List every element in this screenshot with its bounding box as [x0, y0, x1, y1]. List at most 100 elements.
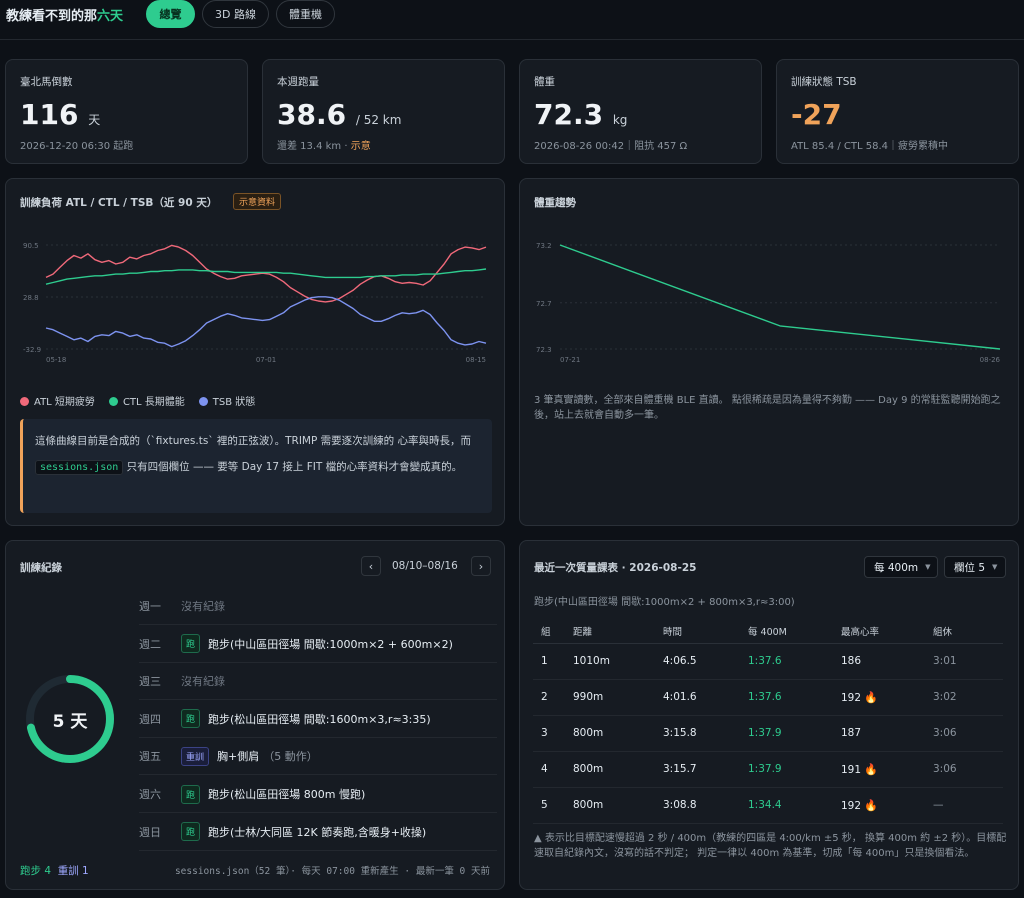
columns-select[interactable]: 欄位 5 ▼: [944, 556, 1006, 578]
weight-card: 體重 72.3 kg 2026-08-26 00:42｜阻抗 457 Ω: [519, 59, 762, 164]
table-header-row: 組 距離 時間 每 400M 最高心率 組休: [533, 619, 1003, 644]
day-row[interactable]: 週二 跑跑步(中山區田徑場 間歇:1000m×2 + 600m×2): [139, 626, 497, 663]
weight-timestamp: 2026-08-26 00:42｜阻抗 457 Ω: [534, 141, 688, 152]
cell-distance: 800m: [573, 715, 663, 752]
log-summary: 跑步 4 重訓 1: [20, 865, 89, 877]
day-row[interactable]: 週三 沒有紀錄: [139, 663, 497, 701]
day-name: 週二: [139, 637, 161, 651]
weight-chart-description: 3 筆真實讀數，全部來自體重機 BLE 直讀。 點很稀疏是因為量得不夠勤 —— …: [534, 395, 1001, 421]
day-row[interactable]: 週日 跑跑步(士林/大同區 12K 節奏跑,含暖身+收操): [139, 814, 497, 851]
countdown-value: 116 天: [20, 98, 101, 131]
table-row: 4 800m 3:15.7 1:37.9 191 🔥 3:06: [533, 751, 1003, 788]
laps-footnote: ▲ 表示比目標配速慢超過 2 秒 / 400m（教練的四區是 4:00/km ±…: [534, 833, 1007, 859]
day-name: 週一: [139, 600, 161, 613]
y-tick-label: 90.5: [23, 242, 39, 250]
pace-unit-select[interactable]: 每 400m ▼: [864, 556, 938, 578]
cell-distance: 990m: [573, 679, 663, 716]
cell-rest: 3:02: [933, 679, 1003, 716]
fire-icon: 🔥: [864, 762, 879, 776]
cell-pace: 1:37.9: [748, 751, 841, 788]
weight-trend-card: 體重趨勢 73.2 72.7 72.3 07-21 08-26 3 筆真實讀數，全部來自…: [519, 178, 1019, 526]
cell-time: 3:15.8: [663, 715, 748, 752]
cell-pace: 1:37.6: [748, 643, 841, 680]
session-tag: 跑: [181, 784, 201, 804]
sample-data-badge: 示意資料: [233, 193, 282, 210]
x-tick-label: 05-18: [46, 356, 66, 364]
tsb-value: -27: [791, 98, 842, 131]
tab-3d-route[interactable]: 3D 路線: [202, 0, 269, 28]
training-load-card: 訓練負荷 ATL / CTL / TSB（近 90 天） 示意資料 90.5 28…: [5, 178, 505, 526]
ring-progress: [26, 675, 114, 763]
session-tag: 跑: [181, 709, 201, 729]
cell-distance: 800m: [573, 787, 663, 824]
cell-distance: 800m: [573, 751, 663, 788]
prev-week-button[interactable]: ‹: [361, 556, 381, 576]
cell-set: 2: [533, 679, 573, 716]
card-label: 臺北馬倒數: [20, 76, 73, 88]
session-text: 跑步(士林/大同區 12K 節奏跑,含暖身+收操): [208, 825, 427, 839]
series-line-1: [45, 268, 487, 285]
cell-rest: —: [933, 787, 1003, 824]
cell-distance: 1010m: [573, 643, 663, 680]
cell-rest: 3:06: [933, 751, 1003, 788]
fire-icon: 🔥: [864, 690, 879, 704]
day-name: 週五: [139, 750, 161, 764]
tsb-card: 訓練狀態 TSB -27 ATL 85.4 / CTL 58.4｜疲勞累積中: [776, 59, 1019, 164]
chart-title: 體重趨勢: [534, 197, 576, 209]
x-tick-label: 07-01: [256, 356, 276, 364]
weekly-distance-value: 38.6 / 52 km: [277, 98, 402, 131]
x-tick-label: 08-26: [980, 356, 1001, 364]
cell-set: 3: [533, 715, 573, 752]
tab-scale[interactable]: 體重機: [276, 0, 335, 28]
y-tick-label: 72.3: [536, 346, 552, 354]
legend-atl: ATL 短期疲勞: [20, 393, 95, 408]
session-text: 沒有紀錄: [181, 600, 225, 613]
session-text: 沒有紀錄: [181, 675, 225, 689]
y-tick-label: -32.9: [23, 346, 41, 354]
table-row: 5 800m 3:08.8 1:34.4 192 🔥 —: [533, 787, 1003, 824]
cell-max-hr: 192 🔥: [841, 679, 933, 716]
cell-pace: 1:37.6: [748, 679, 841, 716]
cell-set: 4: [533, 751, 573, 788]
cell-max-hr: 192 🔥: [841, 787, 933, 824]
col-distance: 距離: [573, 619, 663, 644]
day-row[interactable]: 週四 跑跑步(松山區田徑場 間歇:1600m×3,r≈3:35): [139, 701, 497, 738]
next-week-button[interactable]: ›: [471, 556, 491, 576]
session-text: 胸+側肩: [217, 750, 260, 764]
cell-pace: 1:37.9: [748, 715, 841, 752]
session-text: 跑步(松山區田徑場 間歇:1600m×3,r≈3:35): [208, 712, 431, 726]
table-row: 1 1010m 4:06.5 1:37.6 186 3:01: [533, 643, 1003, 680]
x-tick-label: 08-15: [466, 356, 486, 364]
card-label: 體重: [534, 76, 555, 88]
race-start-time: 2026-12-20 06:30 起跑: [20, 141, 134, 152]
laps-table: 組 距離 時間 每 400M 最高心率 組休 1 1010m 4:06.5 1:37.…: [533, 619, 1003, 824]
synthetic-data-note: 這條曲線目前是合成的（`fixtures.ts` 裡的正弦波）。TRIMP 需要…: [20, 419, 492, 513]
legend-ctl: CTL 長期體能: [108, 393, 185, 408]
training-log-card: 訓練紀錄 ‹ 08/10–08/16 › 5 天 週一 沒有紀錄 週二跑跑步(中山區…: [5, 540, 505, 890]
ring-label: 5 天: [52, 712, 88, 732]
y-tick-label: 73.2: [536, 242, 552, 250]
day-row[interactable]: 週六 跑跑步(松山區田徑場 800m 慢跑): [139, 776, 497, 813]
day-name: 週六: [139, 788, 161, 801]
session-tag: 重訓: [181, 746, 210, 766]
day-row[interactable]: 週一 沒有紀錄: [139, 588, 497, 625]
weekly-distance-card: 本週跑量 38.6 / 52 km 還差 13.4 km · 示意: [262, 59, 505, 164]
cell-max-hr: 191 🔥: [841, 751, 933, 788]
tab-overview[interactable]: 總覽: [146, 0, 195, 28]
cell-pace: 1:34.4: [748, 787, 841, 824]
day-name: 週四: [139, 712, 161, 726]
series-line-0: [559, 244, 1001, 350]
series-line-0: [45, 244, 487, 303]
session-text: 跑步(中山區田徑場 間歇:1000m×2 + 600m×2): [208, 637, 453, 651]
cell-rest: 3:01: [933, 643, 1003, 680]
day-name: 週三: [139, 675, 161, 689]
card-label: 訓練狀態 TSB: [791, 76, 857, 88]
fire-icon: 🔥: [864, 798, 879, 812]
day-row[interactable]: 週五 重訓 胸+側肩 （5 動作）: [139, 738, 497, 776]
cell-time: 3:08.8: [663, 787, 748, 824]
table-row: 3 800m 3:15.8 1:37.9 187 3:06: [533, 715, 1003, 752]
tsb-detail: ATL 85.4 / CTL 58.4｜疲勞累積中: [791, 141, 949, 152]
col-time: 時間: [663, 619, 748, 644]
cell-time: 3:15.7: [663, 751, 748, 788]
y-tick-label: 28.8: [23, 294, 39, 302]
